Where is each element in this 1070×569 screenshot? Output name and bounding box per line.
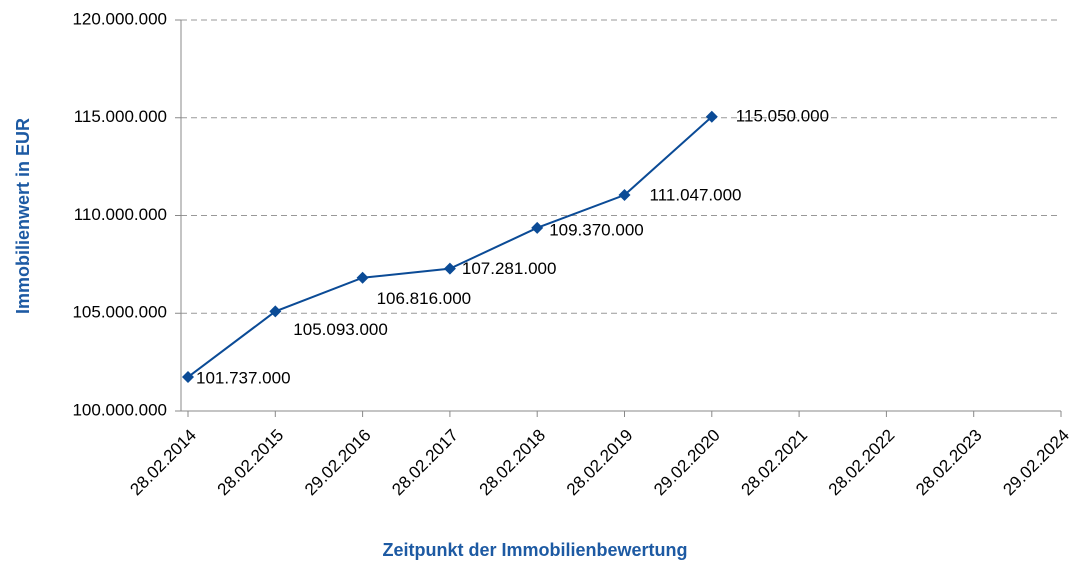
series-line bbox=[187, 116, 713, 378]
x-tick-label: 28.02.2023 bbox=[912, 426, 986, 500]
y-tick-label: 105.000.000 bbox=[72, 303, 167, 322]
data-point bbox=[356, 271, 369, 284]
x-tick-label: 28.02.2017 bbox=[388, 426, 462, 500]
x-tick-label: 28.02.2019 bbox=[563, 426, 637, 500]
x-axis-title: Zeitpunkt der Immobilienbewertung bbox=[382, 540, 687, 560]
y-tick-label: 115.000.000 bbox=[74, 107, 167, 126]
data-label: 106.816.000 bbox=[377, 289, 472, 308]
x-tick-label: 28.02.2018 bbox=[476, 426, 550, 500]
x-tick-label: 29.02.2020 bbox=[650, 426, 724, 500]
data-label: 101.737.000 bbox=[196, 369, 291, 388]
data-label: 115.050.000 bbox=[736, 106, 829, 125]
data-point bbox=[531, 221, 544, 234]
data-label: 105.093.000 bbox=[293, 320, 388, 339]
data-point bbox=[443, 262, 456, 275]
data-label: 109.370.000 bbox=[549, 220, 644, 239]
x-tick-label: 28.02.2022 bbox=[825, 426, 899, 500]
x-tick-label: 28.02.2014 bbox=[126, 426, 200, 500]
x-tick-label: 28.02.2021 bbox=[737, 426, 811, 500]
data-point bbox=[269, 305, 282, 318]
data-label: 111.047.000 bbox=[650, 186, 742, 205]
data-point bbox=[705, 110, 718, 123]
y-tick-label: 120.000.000 bbox=[72, 9, 167, 28]
data-label: 107.281.000 bbox=[462, 259, 557, 278]
y-tick-label: 100.000.000 bbox=[72, 400, 167, 419]
data-point bbox=[618, 189, 631, 202]
x-tick-label: 29.02.2016 bbox=[301, 426, 375, 500]
y-tick-label: 110.000.000 bbox=[74, 205, 167, 224]
x-tick-label: 29.02.2024 bbox=[999, 426, 1070, 500]
x-tick-label: 28.02.2015 bbox=[214, 426, 288, 500]
data-point bbox=[182, 371, 194, 384]
y-axis-title: Immobilienwert in EUR bbox=[13, 118, 33, 314]
